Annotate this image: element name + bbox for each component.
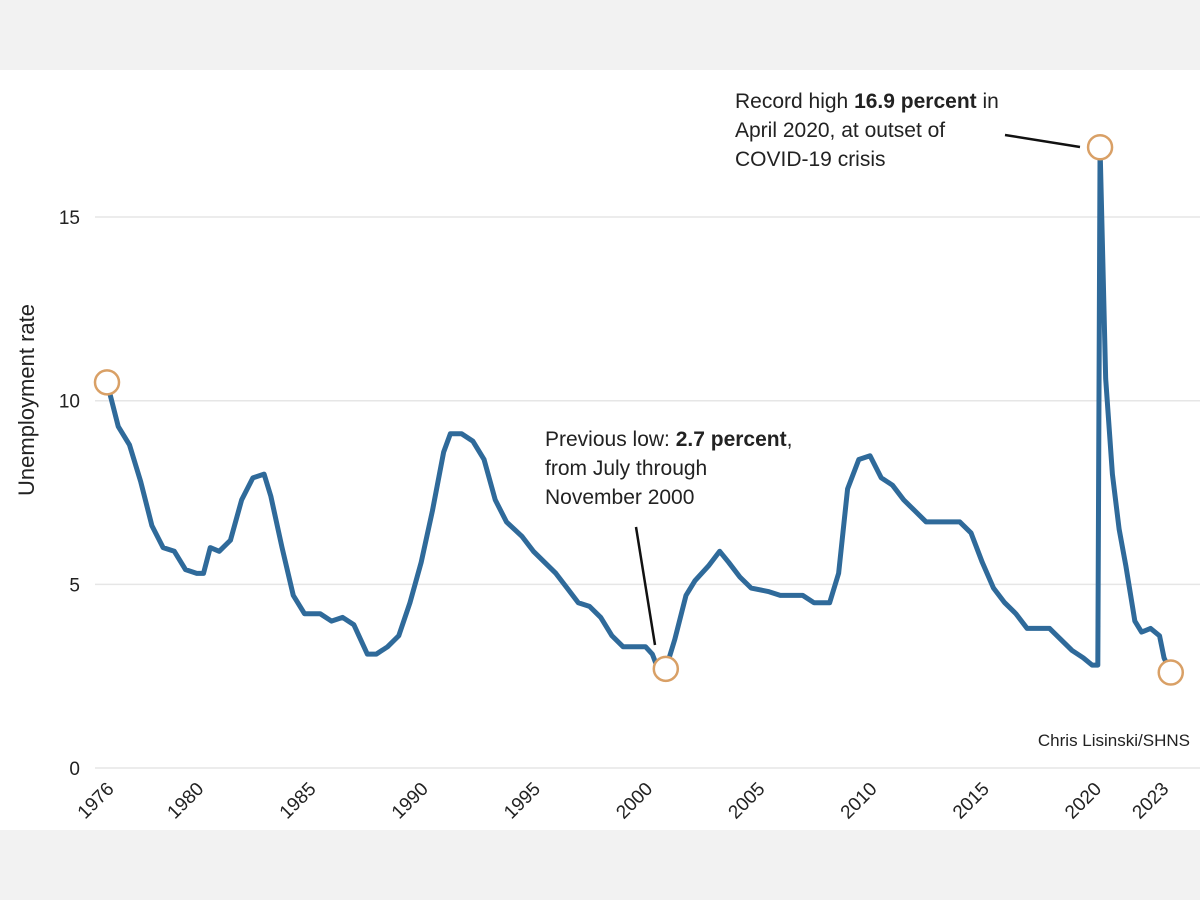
y-tick-label: 0: [69, 759, 80, 780]
highlight-point: [93, 369, 121, 396]
annotation-segment: April 2020, at outset of: [735, 119, 945, 142]
y-tick-label: 10: [59, 392, 80, 413]
annotation-segment: 16.9 percent: [854, 90, 977, 113]
annotation-segment: Previous low:: [545, 428, 676, 451]
annotation-segment: from July through: [545, 457, 707, 480]
annotation-segment: 2.7 percent: [676, 428, 787, 451]
annotation-text: from July through: [545, 457, 707, 480]
annotation-text: COVID-19 crisis: [735, 148, 886, 171]
annotation-segment: ,: [787, 428, 793, 451]
y-tick-label: 15: [59, 208, 80, 229]
source: Chris Lisinski/SHNS: [1038, 731, 1190, 750]
chart-panel: [0, 70, 1200, 830]
highlight-point: [1157, 659, 1185, 686]
annotation-segment: November 2000: [545, 486, 694, 509]
y-tick-label: 5: [69, 575, 80, 596]
annotation-text: April 2020, at outset of: [735, 119, 945, 142]
annotation-text: Previous low: 2.7 percent,: [545, 428, 792, 451]
annotation-leader: [1004, 133, 1081, 149]
annotation-text: Record high 16.9 percent in: [735, 90, 999, 113]
highlight-point: [652, 655, 680, 683]
annotation-segment: Record high: [735, 90, 854, 113]
highlight-point: [1086, 134, 1114, 161]
annotation-segment: COVID-19 crisis: [735, 148, 886, 171]
annotation-text: November 2000: [545, 486, 694, 509]
annotation-leader: [634, 526, 657, 646]
y-axis-label: Unemployment rate: [14, 304, 39, 496]
annotation-segment: in: [977, 90, 999, 113]
